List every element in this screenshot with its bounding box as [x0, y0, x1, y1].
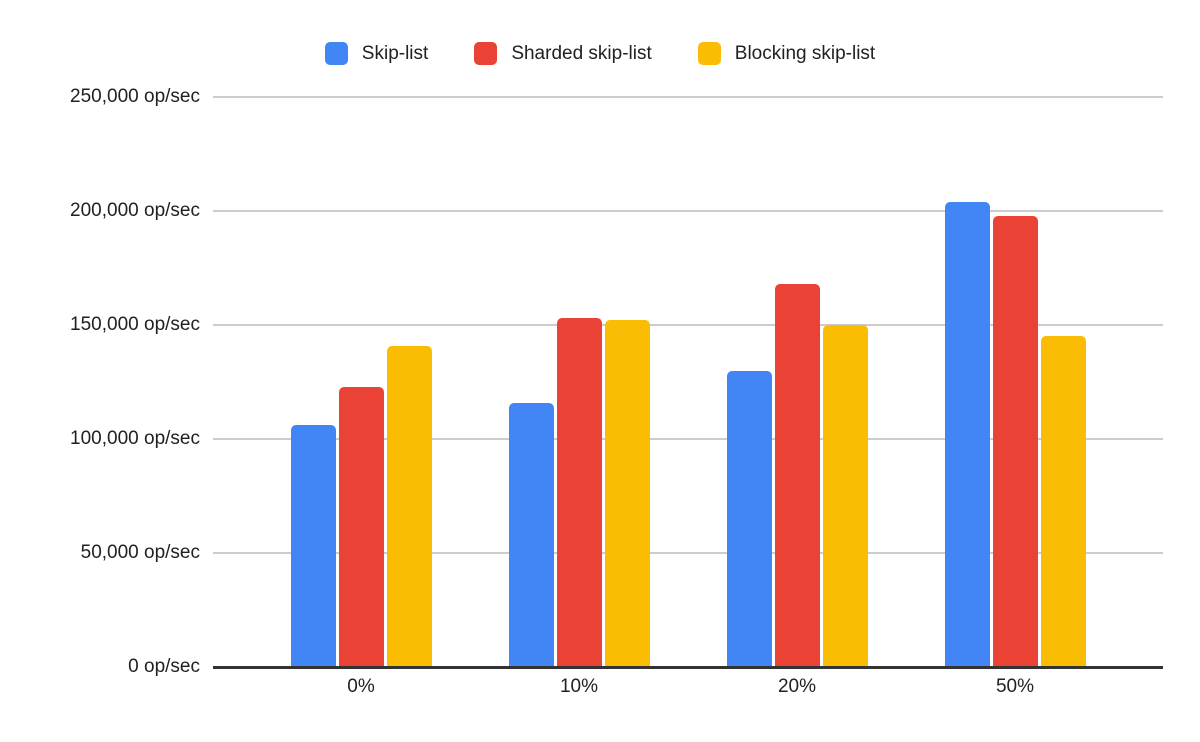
- legend-item-sharded-skip-list: Sharded skip-list: [474, 42, 652, 65]
- bar-group-20%: [688, 97, 906, 667]
- bar: [726, 370, 772, 667]
- bar-group-10%: [470, 97, 688, 667]
- bar: [338, 386, 384, 667]
- legend-swatch-skip-list: [324, 42, 348, 65]
- gridline: [213, 210, 1163, 212]
- bar: [774, 283, 820, 667]
- bar: [290, 425, 336, 667]
- y-tick-label: 250,000 op/sec: [70, 86, 200, 107]
- bar: [604, 320, 650, 667]
- y-tick-label: 50,000 op/sec: [80, 542, 200, 563]
- legend-label-blocking-skip-list: Blocking skip-list: [734, 42, 876, 64]
- x-tick-label: 50%: [995, 676, 1035, 697]
- gridline: [213, 438, 1163, 440]
- legend-item-skip-list: Skip-list: [324, 42, 429, 65]
- legend-swatch-sharded-skip-list: [474, 42, 498, 65]
- y-tick-label: 150,000 op/sec: [70, 314, 200, 335]
- legend-label-sharded-skip-list: Sharded skip-list: [511, 42, 652, 64]
- bar: [1040, 336, 1086, 667]
- legend-swatch-blocking-skip-list: [697, 42, 721, 65]
- bar-group-50%: [906, 97, 1124, 667]
- y-tick-label: 200,000 op/sec: [70, 200, 200, 221]
- x-tick-label: 0%: [347, 676, 375, 697]
- bar: [508, 402, 554, 667]
- x-axis-line: [213, 666, 1163, 669]
- x-tick-label: 20%: [777, 676, 817, 697]
- chart-legend: Skip-list Sharded skip-list Blocking ski…: [0, 42, 1200, 65]
- bar: [992, 215, 1038, 667]
- bar-groups: [213, 97, 1163, 667]
- x-tick-label: 10%: [559, 676, 599, 697]
- legend-label-skip-list: Skip-list: [361, 42, 429, 64]
- x-axis-labels: 0% 10% 20% 50%: [213, 676, 1163, 698]
- bar-group-0%: [252, 97, 470, 667]
- y-tick-label: 0 op/sec: [128, 656, 200, 677]
- legend-item-blocking-skip-list: Blocking skip-list: [697, 42, 876, 65]
- bar: [556, 318, 602, 667]
- y-tick-label: 100,000 op/sec: [70, 428, 200, 449]
- plot-area: [213, 96, 1163, 669]
- bar: [944, 201, 990, 667]
- gridline: [213, 96, 1163, 98]
- gridline: [213, 324, 1163, 326]
- bar: [822, 325, 868, 667]
- gridline: [213, 552, 1163, 554]
- bar: [386, 345, 432, 667]
